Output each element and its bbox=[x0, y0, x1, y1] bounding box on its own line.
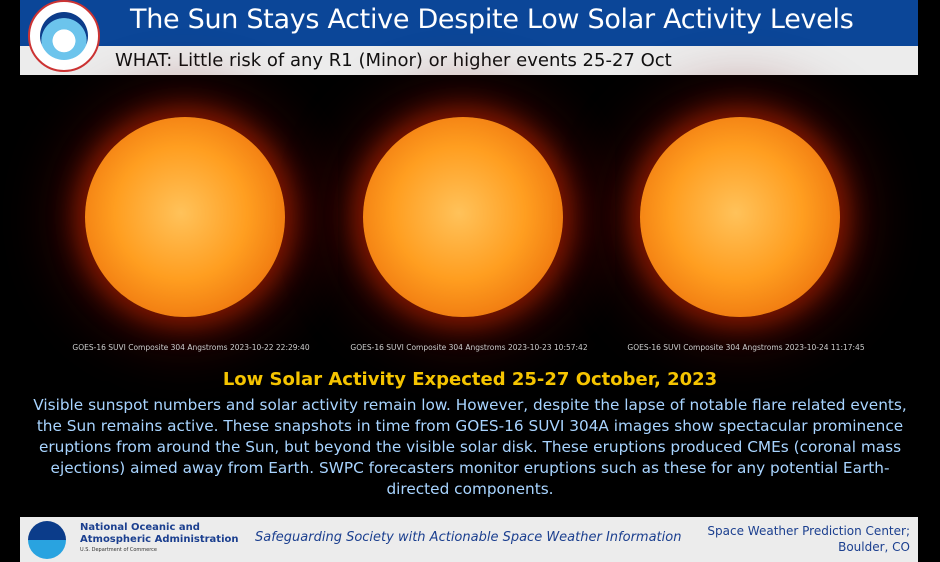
what-bar: WHAT: Little risk of any R1 (Minor) or h… bbox=[20, 46, 918, 75]
center-name: Space Weather Prediction Center; Boulder,… bbox=[707, 524, 910, 554]
noaa-logo bbox=[28, 521, 66, 559]
forecast-body: Visible sunspot numbers and solar activi… bbox=[33, 396, 907, 498]
image-caption: GOES-16 SUVI Composite 304 Angstroms 202… bbox=[350, 343, 588, 352]
page-title: The Sun Stays Active Despite Low Solar A… bbox=[130, 4, 854, 35]
dept-name: U.S. Department of Commerce bbox=[80, 547, 157, 553]
forecast-heading: Low Solar Activity Expected 25-27 Octobe… bbox=[222, 369, 718, 390]
what-text: WHAT: Little risk of any R1 (Minor) or h… bbox=[115, 50, 672, 71]
footer-bar: National Oceanic and Atmospheric Administ… bbox=[20, 517, 918, 562]
image-caption: GOES-16 SUVI Composite 304 Angstroms 202… bbox=[72, 343, 310, 352]
header-bar: The Sun Stays Active Despite Low Solar A… bbox=[20, 0, 918, 46]
slogan: Safeguarding Society with Actionable Spa… bbox=[255, 530, 682, 545]
sun-image-2: GOES-16 SUVI Composite 304 Angstroms 202… bbox=[338, 92, 600, 354]
org-name: National Oceanic and Atmospheric Administ… bbox=[80, 522, 239, 545]
nws-logo bbox=[28, 0, 100, 72]
sun-image-3: GOES-16 SUVI Composite 304 Angstroms 202… bbox=[615, 92, 877, 354]
sun-image-1: GOES-16 SUVI Composite 304 Angstroms 202… bbox=[60, 92, 322, 354]
image-caption: GOES-16 SUVI Composite 304 Angstroms 202… bbox=[627, 343, 865, 352]
